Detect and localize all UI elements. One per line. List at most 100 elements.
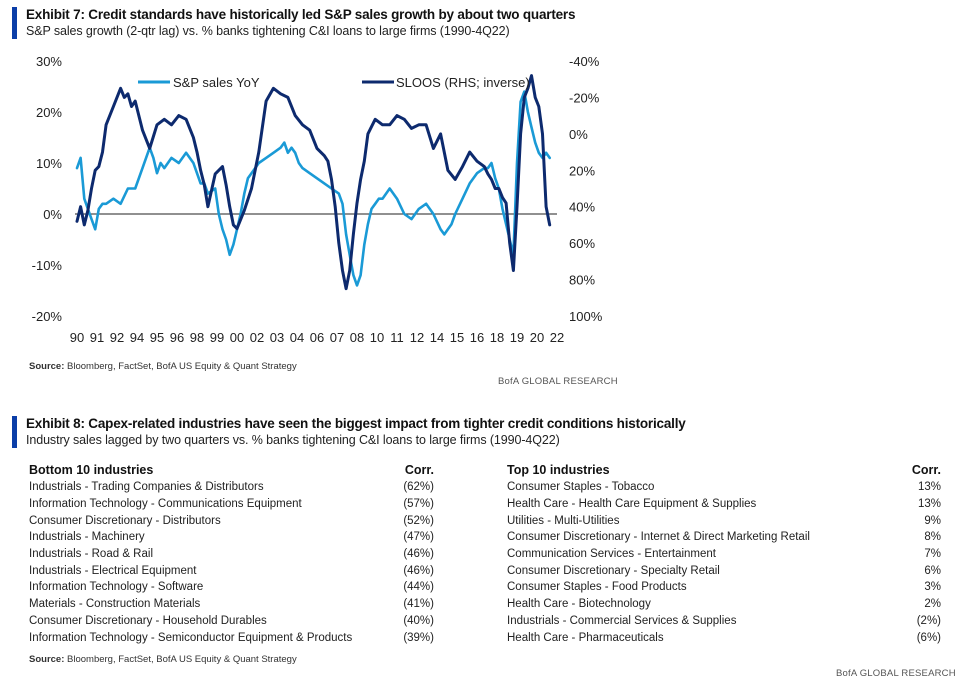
industry-name: Consumer Discretionary - Household Durab… xyxy=(29,614,267,627)
bottom-header-label: Bottom 10 industries xyxy=(29,463,154,477)
correlation-value: (62%) xyxy=(403,481,434,494)
correlation-value: (47%) xyxy=(403,531,434,544)
y-left-tick-label: -20% xyxy=(32,309,63,324)
table-row: Industrials - Electrical Equipment (46%) xyxy=(29,562,434,579)
y-left-tick-label: 10% xyxy=(36,156,62,171)
bottom-industries-table: Bottom 10 industries Corr. Industrials -… xyxy=(29,461,434,646)
x-tick-label: 98 xyxy=(190,330,204,345)
x-tick-label: 04 xyxy=(290,330,304,345)
table-row: Consumer Discretionary - Distributors (52… xyxy=(29,512,434,529)
table-row: Materials - Construction Materials (41%) xyxy=(29,596,434,613)
correlation-value: 3% xyxy=(924,581,941,594)
x-tick-label: 95 xyxy=(150,330,164,345)
table-row: Industrials - Trading Companies & Distri… xyxy=(29,479,434,496)
y-left-tick-label: 30% xyxy=(36,54,62,69)
industry-name: Information Technology - Semiconductor E… xyxy=(29,631,353,644)
top-industries-table: Top 10 industries Corr. Consumer Staples… xyxy=(507,461,941,646)
correlation-value: 8% xyxy=(924,531,941,544)
sp-sales-line xyxy=(75,90,552,287)
table-row: Consumer Staples - Food Products 3% xyxy=(507,579,941,596)
correlation-value: (57%) xyxy=(403,498,434,511)
x-tick-label: 14 xyxy=(430,330,444,345)
industry-name: Consumer Staples - Food Products xyxy=(507,581,687,594)
industry-name: Consumer Discretionary - Distributors xyxy=(29,514,221,527)
sales-vs-sloos-chart: 30% 20% 10% 0% -10% -20% -40% -20% 0% 20% 40% 60% 80… xyxy=(32,54,603,345)
x-tick-label: 99 xyxy=(210,330,224,345)
correlation-value: (2%) xyxy=(916,614,941,627)
correlation-value: (44%) xyxy=(403,581,434,594)
correlation-value: (40%) xyxy=(403,614,434,627)
industry-name: Materials - Construction Materials xyxy=(29,598,201,611)
table-row: Health Care - Pharmaceuticals (6%) xyxy=(507,629,941,646)
bottom-table-rows: Industrials - Trading Companies & Distri… xyxy=(29,479,434,646)
x-tick-label: 92 xyxy=(110,330,124,345)
industry-name: Consumer Discretionary - Internet & Dire… xyxy=(507,531,810,544)
x-tick-label: 18 xyxy=(490,330,504,345)
table-row: Consumer Staples - Tobacco 13% xyxy=(507,479,941,496)
legend-sloos-label: SLOOS (RHS; inverse) xyxy=(396,75,530,90)
correlation-value: 13% xyxy=(917,481,941,494)
y-left-tick-label: -10% xyxy=(32,258,63,273)
industry-name: Health Care - Biotechnology xyxy=(507,598,651,611)
y-left-tick-label: 0% xyxy=(43,207,62,222)
industry-name: Consumer Discretionary - Specialty Retai… xyxy=(507,564,720,577)
correlation-value: (39%) xyxy=(403,631,434,644)
industry-name: Communication Services - Entertainment xyxy=(507,548,716,561)
x-tick-label: 22 xyxy=(550,330,564,345)
x-tick-label: 07 xyxy=(330,330,344,345)
x-tick-label: 16 xyxy=(470,330,484,345)
industry-name: Information Technology - Software xyxy=(29,581,204,594)
bottom-corr-header: Corr. xyxy=(404,463,434,477)
table-row: Information Technology - Semiconductor E… xyxy=(29,629,434,646)
exhibit7-source: Source: Bloomberg, FactSet, BofA US Equi… xyxy=(29,361,297,372)
table-row: Health Care - Health Care Equipment & Su… xyxy=(507,496,941,513)
x-tick-label: 00 xyxy=(230,330,244,345)
industry-name: Consumer Staples - Tobacco xyxy=(507,481,655,494)
y-right-tick-label: 0% xyxy=(569,127,588,142)
correlation-value: 7% xyxy=(924,548,941,561)
legend-sp-sales-label: S&P sales YoY xyxy=(173,75,260,90)
exhibit7-source-text: Bloomberg, FactSet, BofA US Equity & Qua… xyxy=(64,361,297,372)
x-tick-label: 06 xyxy=(310,330,324,345)
table-row: Communication Services - Entertainment 7% xyxy=(507,546,941,563)
table-row: Consumer Discretionary - Internet & Dire… xyxy=(507,529,941,546)
industry-name: Health Care - Pharmaceuticals xyxy=(507,631,664,644)
exhibit7-brand: BofA GLOBAL RESEARCH xyxy=(498,376,618,387)
exhibit7-source-label: Source: xyxy=(29,361,65,372)
industry-name: Industrials - Machinery xyxy=(29,531,145,544)
correlation-value: (46%) xyxy=(403,548,434,561)
table-row: Health Care - Biotechnology 2% xyxy=(507,596,941,613)
y-right-tick-label: 100% xyxy=(569,309,603,324)
y-right-tick-label: 40% xyxy=(569,200,595,215)
x-tick-label: 19 xyxy=(510,330,524,345)
exhibit8-subtitle: Industry sales lagged by two quarters vs… xyxy=(26,433,560,447)
table-row: Industrials - Machinery (47%) xyxy=(29,529,434,546)
top-table-rows: Consumer Staples - Tobacco 13% Health Care… xyxy=(507,479,941,646)
table-row: Utilities - Multi-Utilities 9% xyxy=(507,512,941,529)
correlation-value: (6%) xyxy=(916,631,941,644)
industry-name: Industrials - Electrical Equipment xyxy=(29,564,197,577)
exhibit7-title: Exhibit 7: Credit standards have histori… xyxy=(26,7,576,22)
x-tick-label: 94 xyxy=(130,330,144,345)
top-corr-header: Corr. xyxy=(911,463,941,477)
correlation-value: (52%) xyxy=(403,514,434,527)
table-row: Information Technology - Communications … xyxy=(29,496,434,513)
exhibit8-source: Source: Bloomberg, FactSet, BofA US Equi… xyxy=(29,654,297,665)
y-right-tick-label: 60% xyxy=(569,236,595,251)
x-tick-label: 10 xyxy=(370,330,384,345)
exhibit8-source-text: Bloomberg, FactSet, BofA US Equity & Qua… xyxy=(64,654,297,665)
industry-name: Utilities - Multi-Utilities xyxy=(507,514,620,527)
table-row: Industrials - Commercial Services & Supp… xyxy=(507,613,941,630)
x-tick-label: 20 xyxy=(530,330,544,345)
top-header-label: Top 10 industries xyxy=(507,463,610,477)
x-tick-label: 08 xyxy=(350,330,364,345)
table-row: Consumer Discretionary - Household Durab… xyxy=(29,613,434,630)
y-right-tick-label: 80% xyxy=(569,273,595,288)
bottom-table-header: Bottom 10 industries Corr. xyxy=(29,461,434,479)
y-left-tick-label: 20% xyxy=(36,105,62,120)
industry-name: Information Technology - Communications … xyxy=(29,498,302,511)
x-tick-label: 90 xyxy=(70,330,84,345)
correlation-value: 2% xyxy=(924,598,941,611)
industry-name: Industrials - Trading Companies & Distri… xyxy=(29,481,264,494)
correlation-value: 13% xyxy=(917,498,941,511)
